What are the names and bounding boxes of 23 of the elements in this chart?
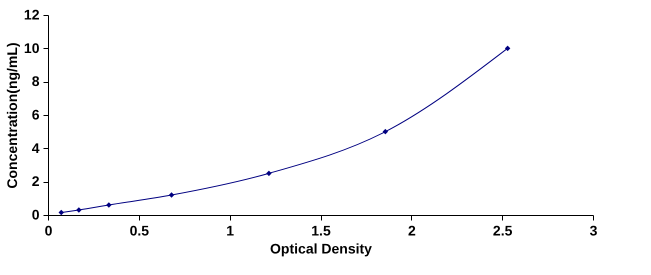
point: [76, 207, 82, 213]
x-tick-label: 1: [226, 222, 234, 238]
x-tick-label: 0: [44, 222, 53, 238]
point: [504, 46, 510, 52]
y-tick-label: 8: [32, 73, 40, 90]
y-tick-label: 4: [32, 140, 40, 156]
point: [168, 192, 174, 198]
point: [266, 170, 272, 176]
y-tick-label: 10: [24, 40, 40, 56]
point: [58, 210, 64, 216]
x-tick-label: 2: [408, 222, 416, 238]
point: [106, 202, 112, 208]
x-tick-label: 0.5: [130, 222, 150, 238]
x-tick-label: 2.5: [492, 222, 513, 238]
x-tick-label: 1.5: [311, 222, 331, 238]
x-tick-label: 3: [590, 222, 598, 238]
point: [382, 128, 388, 134]
y-tick-label: 2: [32, 173, 40, 190]
x-axis-title: Optical Density: [270, 240, 372, 256]
y-axis-title: Concentration(ng/mL): [4, 42, 20, 189]
y-tick-label: 12: [24, 6, 40, 22]
y-tick-label: 0: [32, 206, 40, 222]
y-tick-label: 6: [32, 106, 40, 122]
